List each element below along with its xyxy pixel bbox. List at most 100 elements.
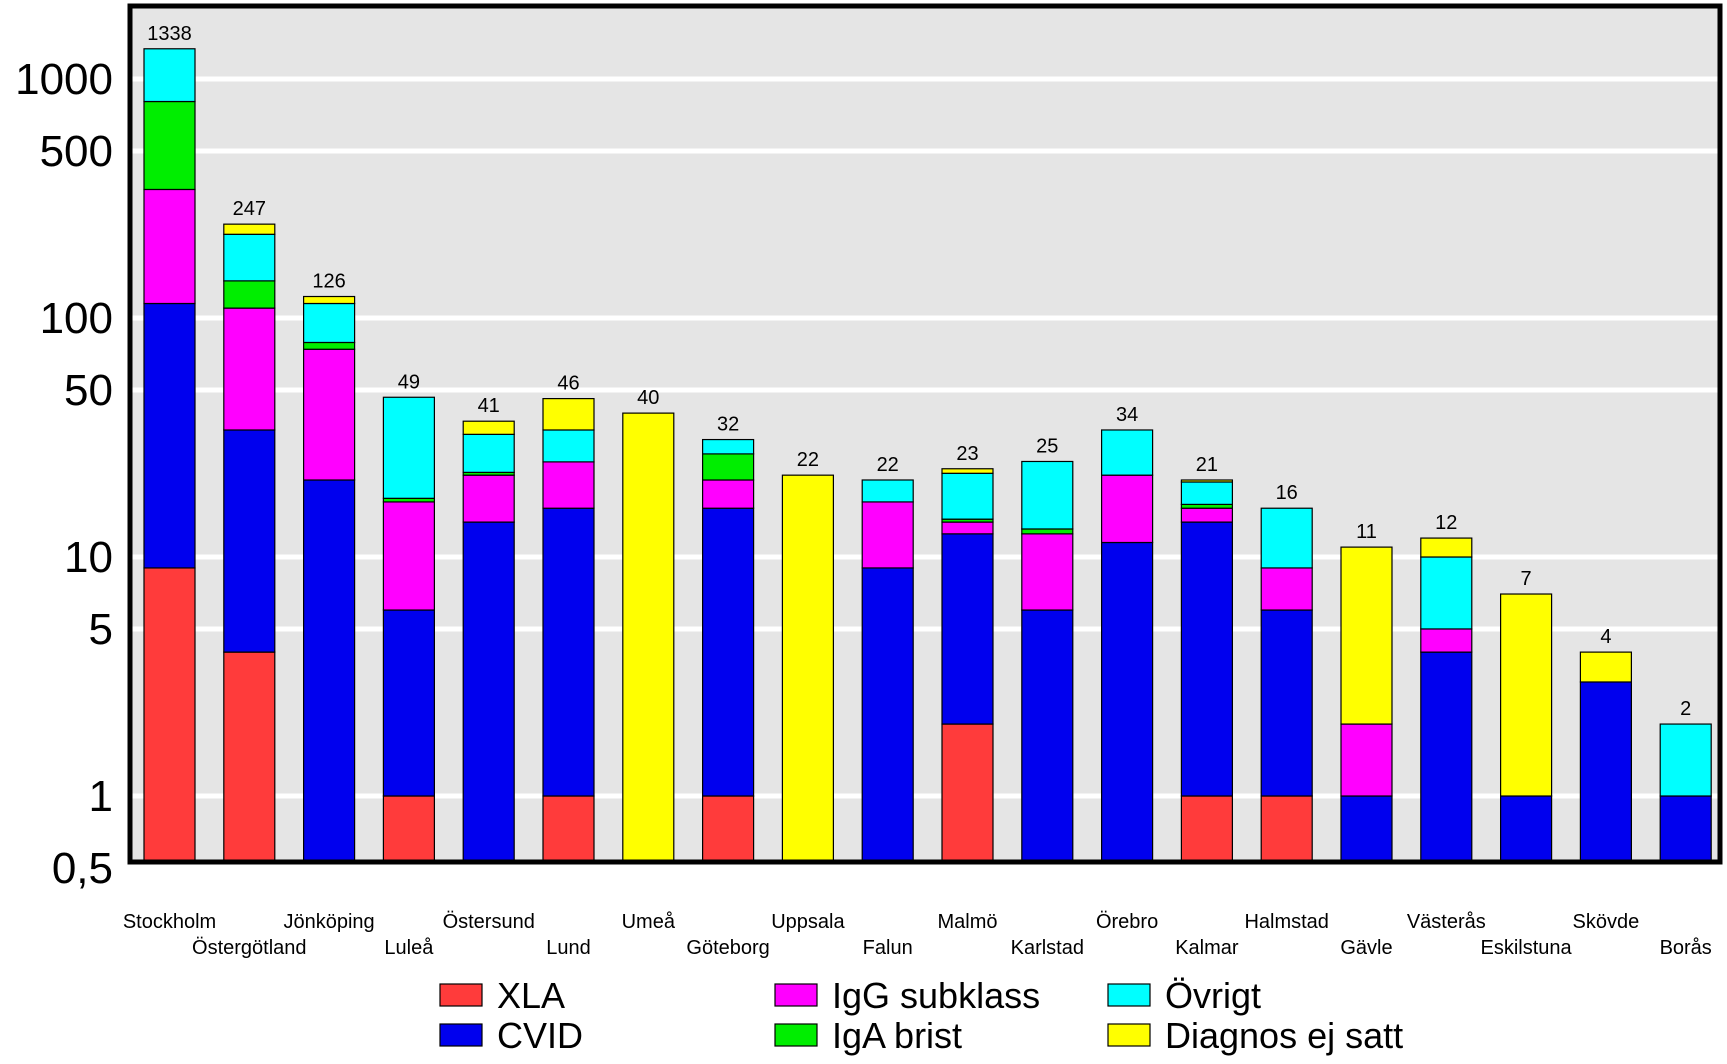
- category-label: Umeå: [622, 911, 676, 933]
- bar-total-label: 32: [717, 414, 739, 436]
- category-label: Luleå: [384, 937, 434, 959]
- category-label: Malmö: [937, 911, 997, 933]
- bar-segment-ovrigt: [1180, 481, 1234, 505]
- bar-segment-igg-subklass: [1100, 474, 1154, 544]
- plot-frame: [127, 3, 1723, 865]
- bar-segment-igg-subklass: [941, 521, 994, 535]
- bar-segment-diagnos-ej-satt: [1180, 479, 1234, 483]
- bar-total-label: 2: [1680, 698, 1691, 720]
- bar-segment-iga-brist: [303, 341, 356, 350]
- bar-segment-igg-subklass: [223, 307, 276, 431]
- y-tick-label: 1000: [15, 55, 113, 104]
- bar-segment-cvid: [223, 429, 276, 653]
- category-label: Skövde: [1573, 911, 1640, 933]
- bar-total-label: 16: [1276, 482, 1298, 504]
- category-label: Eskilstuna: [1481, 937, 1573, 959]
- bar-segment-cvid: [861, 567, 914, 863]
- category-labels: Stockholm Östergötland Jönköping Luleå Öster…: [123, 911, 1712, 959]
- bar-segment-diagnos-ej-satt: [1340, 546, 1393, 725]
- bar-segment-cvid: [1100, 541, 1154, 863]
- legend-swatch-iga-brist: [774, 1023, 818, 1047]
- legend-label: Diagnos ej satt: [1165, 1015, 1403, 1056]
- y-tick-label: 50: [64, 366, 113, 415]
- category-label: Stockholm: [123, 911, 216, 933]
- legend-swatch-igg-subklass: [774, 983, 818, 1007]
- bar-total-label: 1338: [147, 23, 192, 45]
- legend-swatch-diagnos-ej-satt: [1107, 1023, 1151, 1047]
- bar-segment-iga-brist: [701, 453, 755, 481]
- bar-segment-igg-subklass: [542, 461, 595, 509]
- y-tick-label: 1: [89, 772, 113, 821]
- bar-segment-igg-subklass: [1260, 567, 1313, 611]
- legend-label: Övrigt: [1165, 975, 1261, 1016]
- bar-segment-iga-brist: [143, 100, 196, 191]
- bar-segment-diagnos-ej-satt: [462, 420, 515, 435]
- bar-segment-igg-subklass: [143, 188, 196, 305]
- bar-total-label: 4: [1600, 626, 1611, 648]
- legend: XLA IgG subklass Övrigt CVID IgA brist Diagno…: [439, 975, 1403, 1056]
- bar-segment-cvid: [382, 609, 435, 797]
- bar-segment-xla: [143, 567, 196, 863]
- bar-segment-cvid: [1021, 609, 1074, 863]
- y-tick-label: 10: [64, 533, 113, 582]
- bar-segment-ovrigt: [462, 433, 515, 473]
- bar-segment-diagnos-ej-satt: [622, 412, 675, 863]
- bar-total-label: 11: [1356, 521, 1377, 543]
- category-label: Karlstad: [1011, 937, 1084, 959]
- bar-total-label: 7: [1521, 568, 1532, 590]
- bar-segment-diagnos-ej-satt: [303, 295, 356, 305]
- category-label: Östersund: [443, 911, 535, 933]
- bar-segment-cvid: [143, 302, 196, 569]
- bar-segment-diagnos-ej-satt: [1499, 593, 1553, 797]
- bar-total-label: 46: [557, 373, 579, 395]
- bar-total-label: 40: [637, 387, 659, 409]
- bar-segment-diagnos-ej-satt: [542, 398, 595, 431]
- legend-label: CVID: [497, 1015, 583, 1056]
- bar-segment-ovrigt: [1420, 556, 1473, 630]
- bar-segment-ovrigt: [1021, 460, 1074, 530]
- bars: [143, 48, 1712, 863]
- bar-segment-cvid: [462, 521, 515, 863]
- bar-segment-ovrigt: [143, 48, 196, 103]
- bar-segment-cvid: [542, 507, 595, 797]
- y-tick-label: 100: [40, 294, 113, 343]
- legend-label: IgG subklass: [832, 975, 1040, 1016]
- bar-total-label: 22: [797, 449, 819, 471]
- bar-segment-ovrigt: [701, 438, 755, 455]
- bar-total-label: 34: [1116, 404, 1138, 426]
- bar-segment-diagnos-ej-satt: [941, 468, 994, 474]
- bar-segment-ovrigt: [1260, 507, 1313, 569]
- bar-segment-diagnos-ej-satt: [781, 474, 835, 863]
- bar-segment-ovrigt: [223, 233, 276, 282]
- bar-segment-xla: [1260, 795, 1313, 863]
- legend-label: IgA brist: [832, 1015, 962, 1056]
- y-tick-label: 0,5: [52, 844, 113, 893]
- category-label: Örebro: [1096, 911, 1158, 933]
- bar-total-label: 247: [233, 198, 266, 220]
- bar-segment-igg-subklass: [701, 479, 755, 509]
- y-tick-label: 500: [40, 127, 113, 176]
- bar-segment-ovrigt: [1100, 429, 1154, 476]
- category-label: Jönköping: [284, 911, 375, 933]
- bar-segment-xla: [382, 795, 435, 863]
- y-axis-tick-labels: 0,5 1 5 10 50 100 500 1000: [15, 55, 113, 893]
- bar-segment-cvid: [701, 507, 755, 797]
- bar-segment-xla: [542, 795, 595, 863]
- bar-segment-igg-subklass: [382, 501, 435, 611]
- category-label: Göteborg: [686, 937, 769, 959]
- bar-segment-igg-subklass: [1340, 723, 1393, 797]
- category-label: Västerås: [1407, 911, 1486, 933]
- bar-segment-xla: [223, 651, 276, 863]
- bar-segment-cvid: [1499, 795, 1553, 863]
- bar-segment-igg-subklass: [462, 474, 515, 523]
- bar-segment-ovrigt: [382, 396, 435, 499]
- bar-segment-cvid: [1579, 681, 1633, 863]
- bar-segment-igg-subklass: [1180, 507, 1234, 523]
- bar-segment-cvid: [1340, 795, 1393, 863]
- bar-segment-igg-subklass: [1420, 628, 1473, 653]
- category-label: Uppsala: [771, 911, 845, 933]
- category-label: Lund: [546, 937, 591, 959]
- bar-segment-xla: [701, 795, 755, 863]
- bar-segment-iga-brist: [1021, 528, 1074, 535]
